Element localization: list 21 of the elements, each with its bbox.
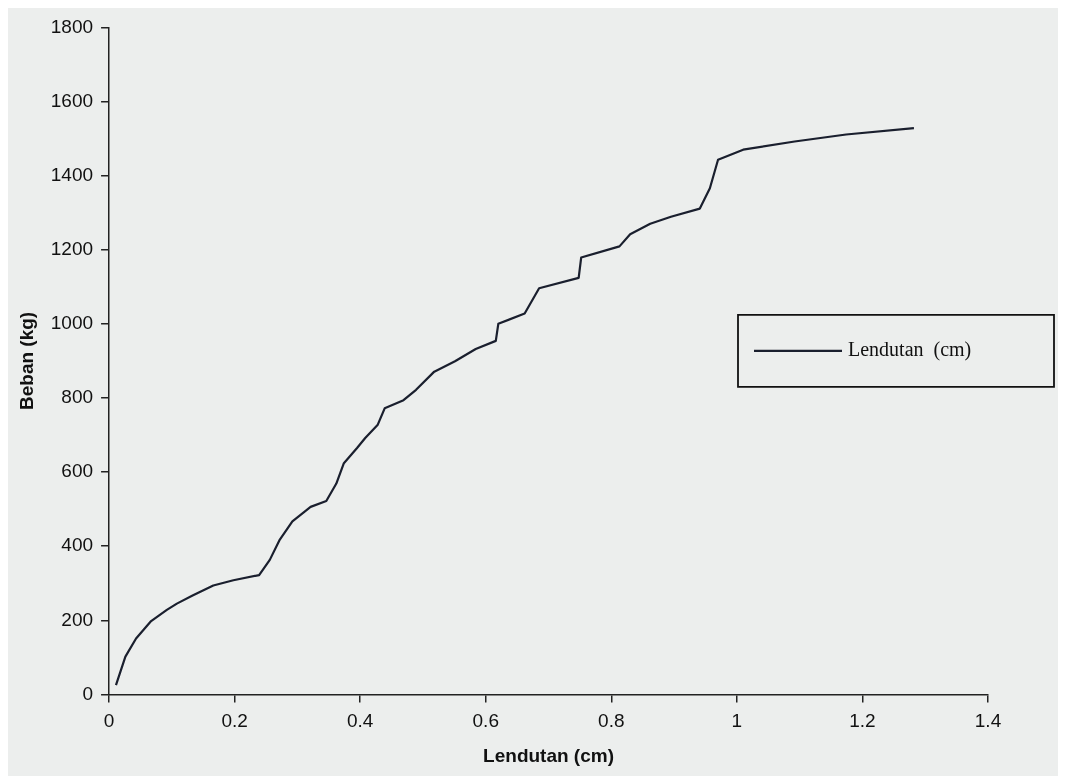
y-axis-title: Beban (kg)	[15, 311, 37, 410]
x-tick-label: 0.4	[346, 710, 374, 732]
legend-label: Lendutan (cm)	[848, 338, 972, 362]
y-tick-label: 0	[82, 682, 94, 704]
x-tick-label: 1.4	[974, 710, 1002, 732]
y-tick-label: 200	[61, 608, 94, 630]
x-tick-label: 1	[731, 710, 743, 732]
y-tick-label: 1000	[50, 312, 94, 334]
x-tick-label: 1.2	[849, 710, 876, 732]
y-tick-label: 400	[61, 534, 94, 556]
y-tick-label: 1800	[50, 15, 94, 37]
y-tick-label: 800	[61, 386, 94, 408]
y-tick-label: 600	[61, 460, 94, 482]
y-tick-label: 1400	[50, 163, 94, 185]
y-tick-label: 1600	[50, 89, 94, 111]
x-axis-title: Lendutan (cm)	[483, 744, 614, 766]
x-tick-label: 0.8	[598, 710, 625, 732]
x-tick-label: 0.6	[472, 710, 499, 732]
x-tick-label: 0.2	[221, 710, 248, 732]
y-tick-label: 1200	[50, 237, 94, 259]
x-tick-label: 0	[103, 710, 115, 732]
